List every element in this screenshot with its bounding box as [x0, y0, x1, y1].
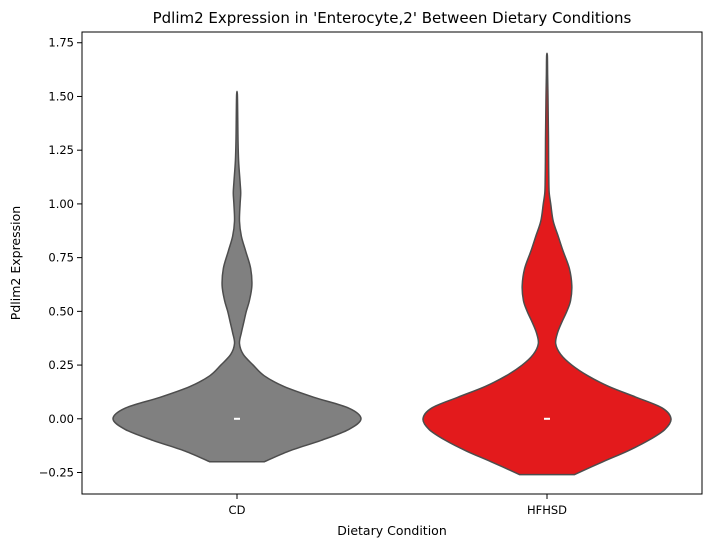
x-tick-label: HFHSD	[527, 503, 567, 517]
y-axis-label: Pdlim2 Expression	[8, 206, 23, 320]
violin-group	[112, 52, 672, 476]
x-tick-label: CD	[229, 503, 246, 517]
y-tick-label: 1.50	[48, 89, 74, 103]
y-tick-label: 1.00	[48, 197, 74, 211]
y-tick-label: 0.00	[48, 412, 74, 426]
violin-cd	[112, 90, 362, 463]
y-tick-label: 0.50	[48, 304, 74, 318]
y-tick-label: 0.75	[48, 251, 74, 265]
chart-title: Pdlim2 Expression in 'Enterocyte,2' Betw…	[153, 9, 632, 27]
x-axis: CD HFHSD	[229, 494, 567, 517]
x-axis-label: Dietary Condition	[337, 523, 447, 538]
violin-hfhsd	[422, 52, 672, 476]
y-tick-label: 0.25	[48, 358, 74, 372]
y-axis: −0.25 0.00 0.25 0.50 0.75 1.00 1.25 1.50 1.75	[39, 36, 82, 480]
plot-frame	[81, 31, 703, 495]
y-tick-label: 1.75	[48, 36, 74, 50]
y-tick-label: −0.25	[39, 466, 74, 480]
y-tick-label: 1.25	[48, 143, 74, 157]
